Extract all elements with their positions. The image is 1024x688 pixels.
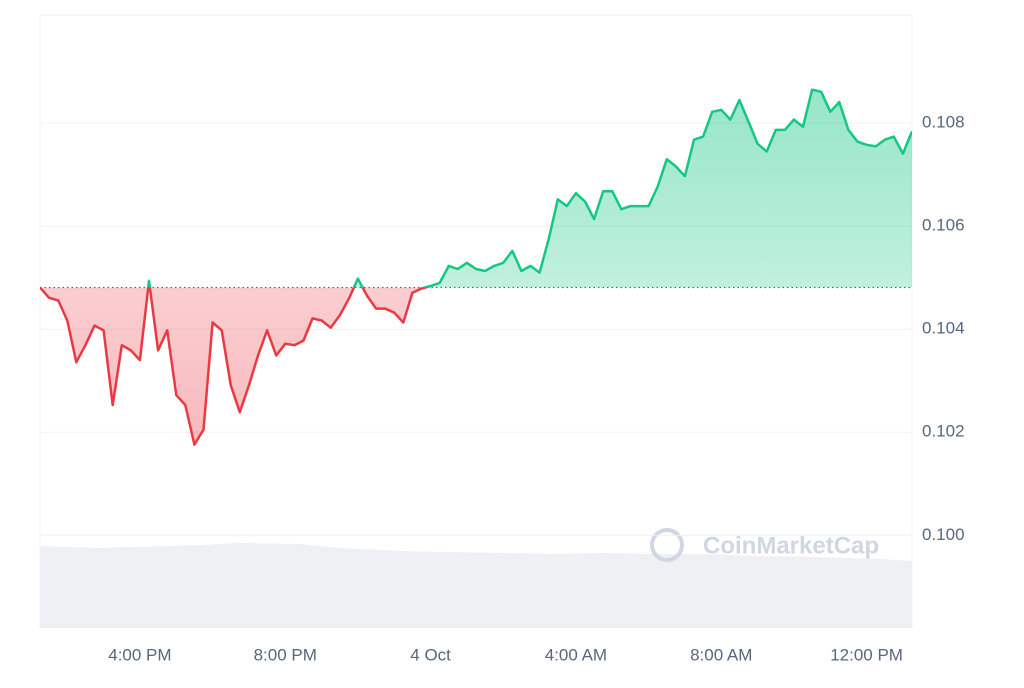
watermark-text: CoinMarketCap — [703, 532, 879, 559]
line-up — [40, 88, 912, 288]
volume-area — [40, 543, 912, 628]
y-tick-label: 0.100 — [922, 525, 965, 544]
x-tick-label: 4:00 AM — [545, 645, 607, 664]
area-up — [40, 89, 912, 288]
y-tick-label: 0.102 — [922, 422, 965, 441]
y-tick-label: 0.106 — [922, 216, 965, 235]
area-down — [40, 287, 912, 445]
x-tick-label: 8:00 PM — [254, 645, 317, 664]
line-down — [40, 287, 430, 446]
watermark-logo — [650, 528, 684, 562]
watermark: CoinMarketCap — [650, 528, 879, 562]
x-tick-label: 4:00 PM — [108, 645, 171, 664]
x-tick-label: 4 Oct — [410, 645, 451, 664]
x-tick-label: 12:00 PM — [830, 645, 903, 664]
y-tick-label: 0.104 — [922, 319, 965, 338]
x-tick-label: 8:00 AM — [690, 645, 752, 664]
y-tick-label: 0.108 — [922, 113, 965, 132]
